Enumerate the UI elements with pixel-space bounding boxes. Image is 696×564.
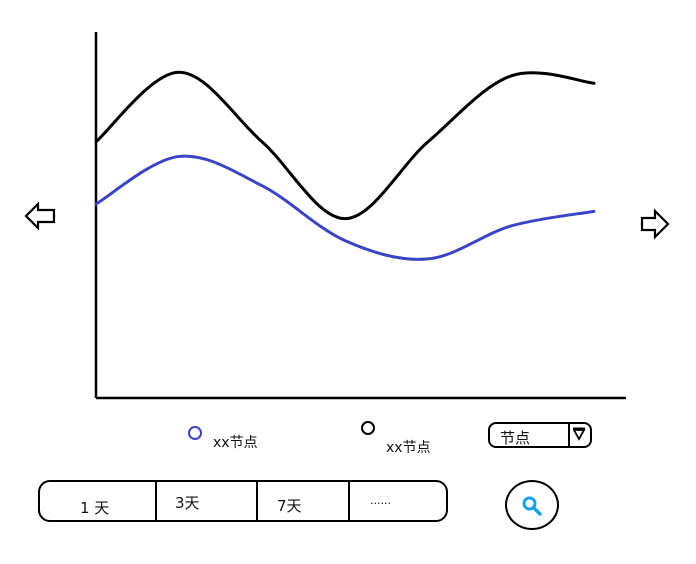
- range-option-1-day[interactable]: 1 天: [80, 499, 110, 517]
- series-line-2: [94, 154, 596, 261]
- select-divider: [568, 424, 570, 446]
- range-divider: [155, 482, 157, 520]
- legend-label: xx节点: [213, 435, 258, 451]
- legend-label: xx节点: [386, 440, 431, 456]
- series-line-1: [94, 70, 596, 221]
- legend-item-blue[interactable]: xx节点: [186, 424, 276, 454]
- range-option-more[interactable]: ......: [370, 494, 391, 507]
- node-select-value: 节点: [500, 429, 531, 447]
- arrow-left-icon: [24, 202, 56, 230]
- legend-marker-icon: [188, 426, 202, 440]
- legend-item-black[interactable]: xx节点: [360, 420, 450, 458]
- legend-marker-icon: [361, 421, 375, 435]
- node-select[interactable]: 节点: [488, 422, 592, 448]
- range-divider: [256, 482, 258, 520]
- prev-button[interactable]: [24, 202, 56, 230]
- range-divider: [348, 482, 350, 520]
- search-button[interactable]: [505, 480, 559, 530]
- time-range-selector: 1 天 3天 7天 ......: [38, 480, 448, 522]
- arrow-right-icon: [640, 208, 670, 240]
- next-button[interactable]: [640, 208, 670, 240]
- search-icon: [522, 496, 542, 516]
- range-option-3-days[interactable]: 3天: [175, 494, 200, 512]
- dropdown-caret-icon: [572, 427, 586, 441]
- range-option-7-days[interactable]: 7天: [277, 497, 302, 515]
